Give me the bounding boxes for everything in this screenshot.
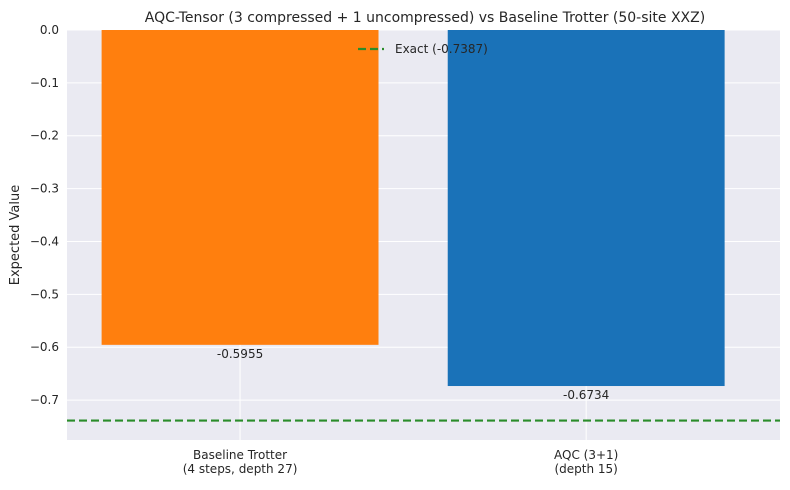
y-tick-label: −0.1 <box>30 76 59 90</box>
y-tick-label: −0.3 <box>30 182 59 196</box>
bars: -0.5955 -0.6734 <box>101 30 725 402</box>
x-tick-label: AQC (3+1) <box>554 448 618 462</box>
y-tick-label: −0.4 <box>30 234 59 248</box>
y-tick-label: −0.5 <box>30 287 59 301</box>
x-axis-ticks: Baseline Trotter(4 steps, depth 27) AQC (… <box>183 448 619 476</box>
y-tick-label: −0.7 <box>30 393 59 407</box>
y-axis-ticks: 0.0 −0.1 −0.2 −0.3 −0.4 −0.5 −0.6 −0.7 <box>30 23 59 407</box>
chart-title: AQC-Tensor (3 compressed + 1 uncompresse… <box>145 10 705 26</box>
legend: Exact (-0.7387) <box>358 42 488 56</box>
y-tick-label: 0.0 <box>40 23 59 37</box>
x-tick-sublabel: (depth 15) <box>554 462 617 476</box>
bar-value-label: -0.5955 <box>217 347 263 361</box>
y-axis-label: Expected Value <box>8 185 23 285</box>
x-tick-sublabel: (4 steps, depth 27) <box>183 462 298 476</box>
x-tick-label: Baseline Trotter <box>193 448 287 462</box>
legend-label: Exact (-0.7387) <box>395 42 488 56</box>
y-tick-label: −0.6 <box>30 340 59 354</box>
bar <box>101 30 379 345</box>
bar <box>447 30 725 387</box>
y-tick-label: −0.2 <box>30 129 59 143</box>
bar-value-label: -0.6734 <box>563 388 609 402</box>
